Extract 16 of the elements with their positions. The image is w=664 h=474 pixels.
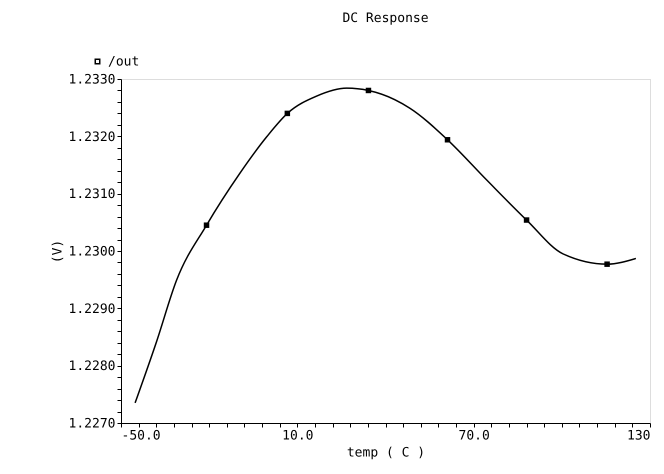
x-tick-label: 130 — [627, 428, 650, 444]
x-tick-label: -50.0 — [122, 428, 161, 444]
y-tick-label: 1.2270 — [68, 416, 116, 432]
y-tick-label: 1.2300 — [68, 244, 116, 260]
y-tick-label: 1.2280 — [68, 359, 116, 374]
line-series — [134, 87, 637, 404]
y-axis-title: (V) — [50, 240, 66, 264]
y-tick-label: 1.2290 — [68, 302, 116, 317]
y-tick-label: 1.2320 — [68, 130, 116, 145]
y-tick-label: 1.2330 — [68, 72, 116, 88]
legend-label: /out — [108, 54, 140, 70]
x-axis-title: temp ( C ) — [346, 446, 426, 460]
x-tick-label: 70.0 — [458, 428, 490, 444]
y-tick-label: 1.2310 — [68, 187, 116, 202]
x-tick-label: 10.0 — [282, 428, 314, 444]
chart-title: DC Response — [342, 11, 429, 26]
